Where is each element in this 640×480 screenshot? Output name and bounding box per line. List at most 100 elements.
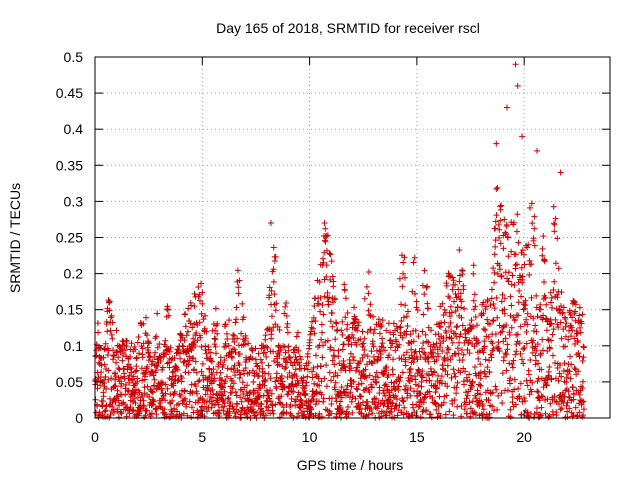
data-point: [206, 366, 213, 373]
data-point: [302, 382, 309, 389]
data-point: [529, 379, 536, 386]
data-point: [503, 367, 510, 374]
data-point: [198, 411, 205, 418]
data-point: [441, 306, 448, 313]
data-point: [222, 378, 229, 385]
data-point: [514, 331, 521, 338]
data-point: [258, 345, 265, 352]
data-point: [424, 355, 431, 362]
data-point: [228, 389, 235, 396]
data-point: [217, 369, 224, 376]
data-point: [484, 298, 491, 305]
data-point: [549, 352, 556, 359]
data-point: [367, 312, 374, 319]
data-point: [211, 402, 218, 409]
data-point: [220, 392, 227, 399]
data-point: [266, 292, 273, 299]
data-point: [462, 368, 469, 375]
data-point: [342, 314, 349, 321]
data-point: [495, 345, 502, 352]
data-point: [191, 303, 198, 310]
data-point: [393, 338, 400, 345]
data-point: [347, 389, 354, 396]
data-point: [534, 388, 541, 395]
data-point: [575, 368, 582, 375]
data-point: [411, 409, 418, 416]
data-point: [581, 344, 588, 351]
data-point: [239, 379, 246, 386]
data-point: [566, 327, 573, 334]
data-point: [473, 395, 480, 402]
data-point: [414, 307, 421, 314]
data-point: [200, 316, 207, 323]
data-point: [100, 393, 107, 400]
data-point: [232, 349, 239, 356]
data-point: [392, 392, 399, 399]
data-point: [325, 301, 332, 308]
data-point: [530, 235, 537, 242]
data-point: [119, 351, 126, 358]
data-point: [139, 377, 146, 384]
data-point: [337, 404, 344, 411]
data-point: [134, 339, 141, 346]
data-point: [383, 363, 390, 370]
data-point: [190, 409, 197, 416]
data-point: [344, 310, 351, 317]
data-point: [113, 359, 120, 366]
data-point: [332, 319, 339, 326]
data-point: [463, 401, 470, 408]
data-point: [249, 347, 256, 354]
data-point: [492, 237, 499, 244]
data-point: [278, 372, 285, 379]
data-point: [359, 341, 366, 348]
data-point: [566, 307, 573, 314]
data-point: [370, 330, 377, 337]
data-point: [576, 353, 583, 360]
data-point: [503, 351, 510, 358]
data-point: [555, 324, 562, 331]
data-point: [352, 367, 359, 374]
data-point: [444, 362, 451, 369]
data-point: [546, 345, 553, 352]
data-point: [498, 298, 505, 305]
data-point: [385, 372, 392, 379]
data-point: [353, 404, 360, 411]
data-point: [493, 212, 500, 219]
data-point: [411, 254, 418, 261]
data-point: [534, 341, 541, 348]
data-point: [175, 400, 182, 407]
data-point: [563, 374, 570, 381]
data-point: [398, 356, 405, 363]
data-point: [320, 311, 327, 318]
data-point: [128, 365, 135, 372]
data-point: [461, 406, 468, 413]
data-point: [145, 350, 152, 357]
data-point: [541, 258, 548, 265]
data-point: [528, 388, 535, 395]
data-point: [447, 319, 454, 326]
data-point: [452, 351, 459, 358]
data-point: [332, 336, 339, 343]
data-point: [232, 319, 239, 326]
data-point: [353, 341, 360, 348]
data-point: [444, 349, 451, 356]
x-axis-label: GPS time / hours: [297, 457, 404, 473]
data-point: [399, 283, 406, 290]
data-point: [396, 341, 403, 348]
data-point: [547, 289, 554, 296]
data-point: [535, 360, 542, 367]
data-point: [149, 389, 156, 396]
data-point: [398, 318, 405, 325]
data-point: [305, 359, 312, 366]
data-point: [319, 354, 326, 361]
data-point: [329, 357, 336, 364]
data-point: [412, 327, 419, 334]
data-point: [466, 337, 473, 344]
data-point: [551, 278, 558, 285]
data-point: [318, 378, 325, 385]
data-point: [296, 353, 303, 360]
data-point: [356, 405, 363, 412]
data-point: [460, 381, 467, 388]
data-point: [504, 346, 511, 353]
data-point: [372, 373, 379, 380]
